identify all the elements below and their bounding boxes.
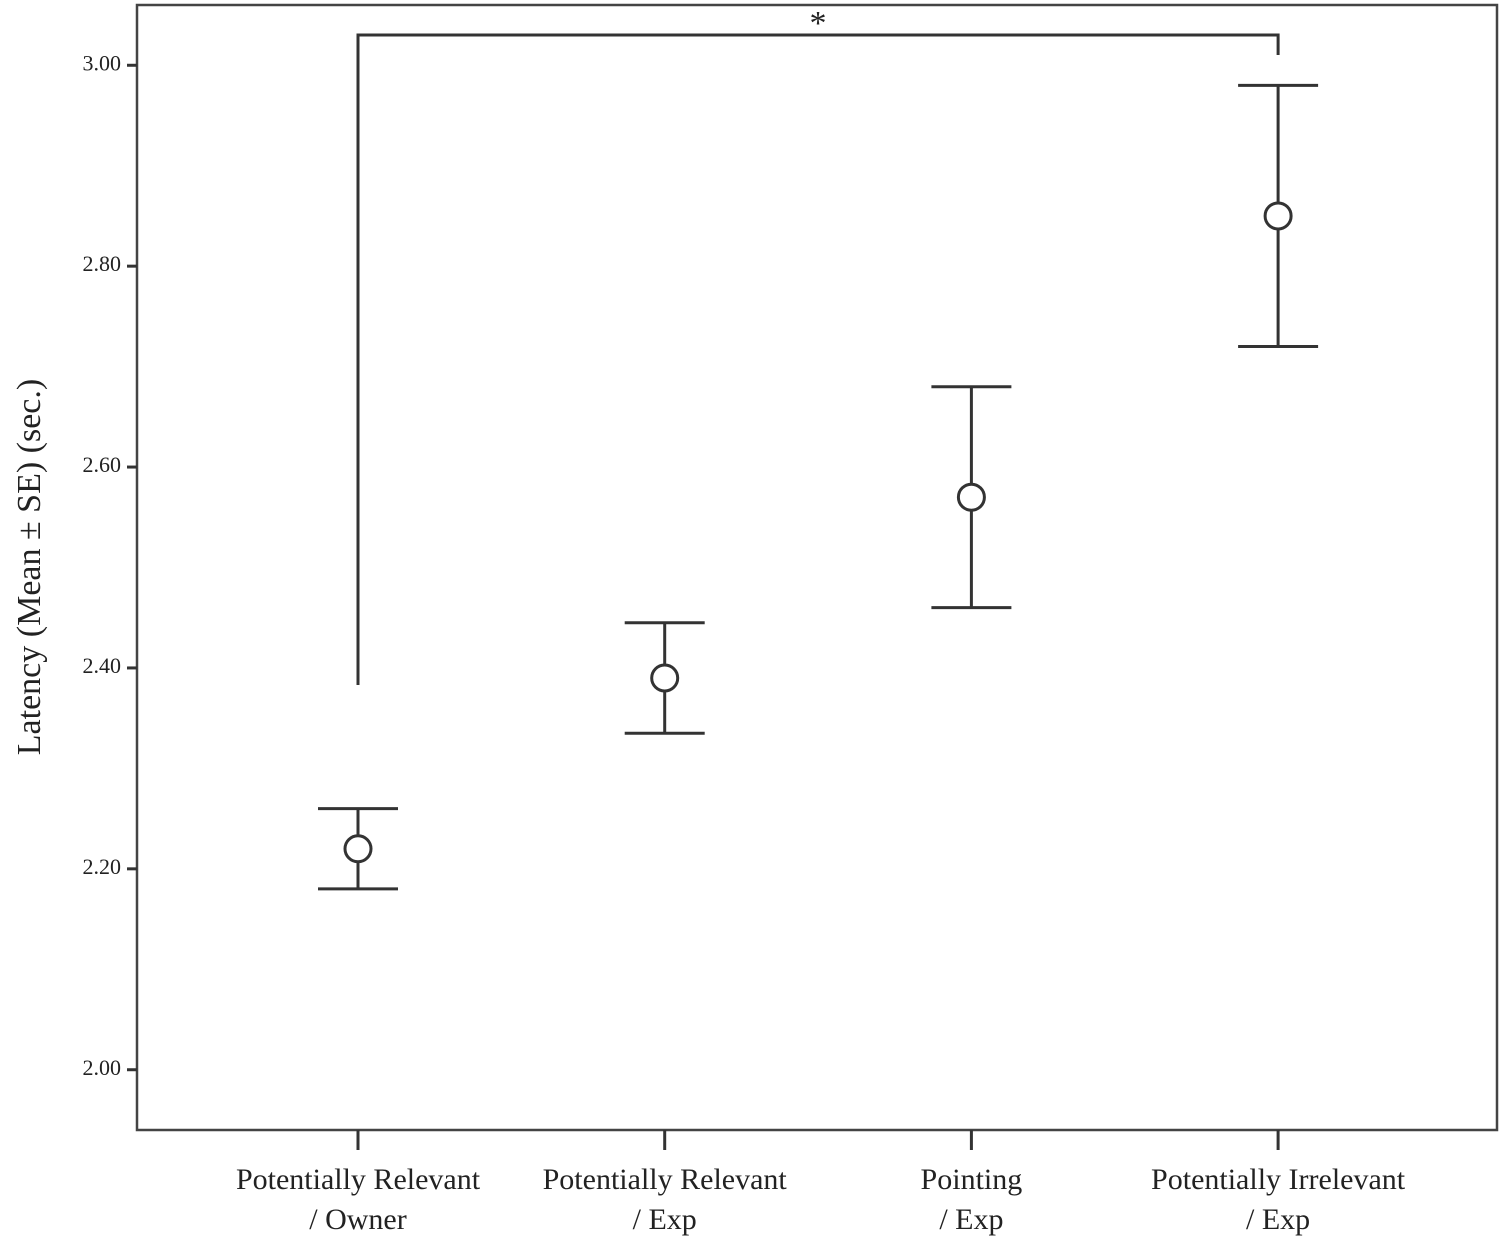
plot-frame [135, 3, 1499, 1132]
significance-bracket [356, 33, 1280, 685]
y-tick-label: 2.60 [83, 452, 122, 477]
y-tick-label: 2.00 [83, 1055, 122, 1080]
y-tick-label: 3.00 [83, 50, 122, 75]
x-tick-label: / Exp [939, 1203, 1003, 1236]
mean-marker [650, 663, 680, 693]
y-tick-label: 2.20 [83, 854, 122, 879]
y-tick-label: 2.40 [83, 653, 122, 678]
y-tick-label: 2.80 [83, 251, 122, 276]
x-tick-label: Potentially Relevant [543, 1163, 788, 1196]
y-axis-label: Latency (Mean ± SE) (sec.) [11, 379, 48, 755]
mean-marker [1263, 201, 1293, 231]
x-tick-label: Pointing [921, 1163, 1023, 1196]
mean-marker [956, 482, 986, 512]
x-tick-label: / Exp [1246, 1203, 1310, 1236]
x-tick-label: Potentially Relevant [236, 1163, 481, 1196]
x-tick-label: / Exp [633, 1203, 697, 1236]
mean-marker [343, 834, 373, 864]
significance-label: * [810, 5, 827, 42]
x-tick-label: / Owner [309, 1203, 406, 1236]
x-tick-label: Potentially Irrelevant [1151, 1163, 1406, 1196]
